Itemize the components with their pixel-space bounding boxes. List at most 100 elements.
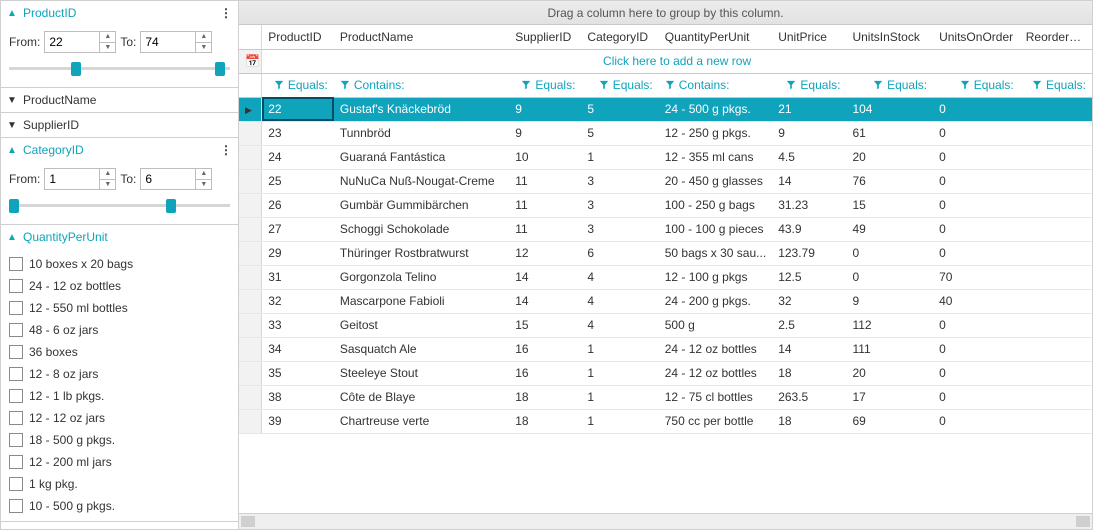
column-header-UnitsOnOrder[interactable]: UnitsOnOrder	[933, 25, 1020, 49]
slider-handle-right[interactable]	[166, 199, 176, 213]
cell-UnitsOnOrder[interactable]: 40	[933, 289, 1020, 313]
check-item[interactable]: 10 - 500 g pkgs.	[9, 495, 230, 517]
cell-UnitsOnOrder[interactable]: 0	[933, 121, 1020, 145]
new-row-label[interactable]: Click here to add a new row	[262, 49, 1092, 73]
row-indicator[interactable]	[239, 361, 262, 385]
table-row[interactable]: 33Geitost154500 g2.51120	[239, 313, 1092, 337]
cell-UnitsInStock[interactable]: 15	[846, 193, 933, 217]
filter-cell-CategoryID[interactable]: Equals:	[581, 73, 658, 97]
filter-cell-UnitPrice[interactable]: Equals:	[772, 73, 846, 97]
cell-CategoryID[interactable]: 4	[581, 289, 658, 313]
spin-up-icon[interactable]: ▲	[196, 169, 211, 180]
cell-CategoryID[interactable]: 1	[581, 385, 658, 409]
cell-CategoryID[interactable]: 4	[581, 313, 658, 337]
filter-cell-UnitsInStock[interactable]: Equals:	[846, 73, 933, 97]
cell-UnitPrice[interactable]: 14	[772, 337, 846, 361]
cell-ProductID[interactable]: 25	[262, 169, 334, 193]
filter-icon[interactable]	[521, 80, 531, 90]
scroll-left-button[interactable]	[241, 516, 255, 527]
cell-ReorderLevel[interactable]	[1020, 241, 1092, 265]
cell-CategoryID[interactable]: 4	[581, 265, 658, 289]
cell-QuantityPerUnit[interactable]: 100 - 250 g bags	[659, 193, 772, 217]
cell-UnitsInStock[interactable]: 112	[846, 313, 933, 337]
spin-up-icon[interactable]: ▲	[100, 32, 115, 43]
row-indicator[interactable]	[239, 169, 262, 193]
checkbox[interactable]	[9, 455, 23, 469]
cell-UnitsInStock[interactable]: 20	[846, 145, 933, 169]
cell-UnitsOnOrder[interactable]: 0	[933, 409, 1020, 433]
cell-QuantityPerUnit[interactable]: 12 - 100 g pkgs	[659, 265, 772, 289]
cell-UnitsInStock[interactable]: 0	[846, 241, 933, 265]
cell-QuantityPerUnit[interactable]: 24 - 500 g pkgs.	[659, 97, 772, 121]
spin-up-icon[interactable]: ▲	[196, 32, 211, 43]
cell-UnitPrice[interactable]: 263.5	[772, 385, 846, 409]
range-slider[interactable]	[9, 59, 230, 77]
cell-UnitsInStock[interactable]: 20	[846, 361, 933, 385]
table-row[interactable]: 38Côte de Blaye18112 - 75 cl bottles263.…	[239, 385, 1092, 409]
cell-UnitsOnOrder[interactable]: 0	[933, 385, 1020, 409]
cell-UnitPrice[interactable]: 18	[772, 409, 846, 433]
cell-UnitsOnOrder[interactable]: 70	[933, 265, 1020, 289]
table-row[interactable]: 27Schoggi Schokolade113100 - 100 g piece…	[239, 217, 1092, 241]
table-row[interactable]: 35Steeleye Stout16124 - 12 oz bottles182…	[239, 361, 1092, 385]
cell-CategoryID[interactable]: 1	[581, 409, 658, 433]
cell-ProductID[interactable]: 33	[262, 313, 334, 337]
cell-CategoryID[interactable]: 5	[581, 97, 658, 121]
checkbox[interactable]	[9, 499, 23, 513]
cell-QuantityPerUnit[interactable]: 100 - 100 g pieces	[659, 217, 772, 241]
cell-ReorderLevel[interactable]	[1020, 97, 1092, 121]
range-slider[interactable]	[9, 196, 230, 214]
cell-ProductName[interactable]: Geitost	[334, 313, 509, 337]
cell-QuantityPerUnit[interactable]: 12 - 75 cl bottles	[659, 385, 772, 409]
cell-UnitsInStock[interactable]: 61	[846, 121, 933, 145]
cell-SupplierID[interactable]: 11	[509, 169, 581, 193]
cell-SupplierID[interactable]: 14	[509, 265, 581, 289]
filter-header-product_id[interactable]: ▲ProductID⋮	[1, 1, 238, 25]
cell-UnitsOnOrder[interactable]: 0	[933, 217, 1020, 241]
cell-UnitsInStock[interactable]: 49	[846, 217, 933, 241]
cell-UnitsOnOrder[interactable]: 0	[933, 313, 1020, 337]
checkbox[interactable]	[9, 345, 23, 359]
check-item[interactable]: 12 - 8 oz jars	[9, 363, 230, 385]
cell-ReorderLevel[interactable]	[1020, 265, 1092, 289]
cell-UnitsOnOrder[interactable]: 0	[933, 361, 1020, 385]
cell-ProductName[interactable]: Gorgonzola Telino	[334, 265, 509, 289]
cell-SupplierID[interactable]: 9	[509, 97, 581, 121]
cell-ReorderLevel[interactable]	[1020, 337, 1092, 361]
cell-CategoryID[interactable]: 3	[581, 193, 658, 217]
cell-UnitPrice[interactable]: 43.9	[772, 217, 846, 241]
cell-QuantityPerUnit[interactable]: 50 bags x 30 sau...	[659, 241, 772, 265]
cell-CategoryID[interactable]: 3	[581, 169, 658, 193]
row-indicator[interactable]	[239, 97, 262, 121]
cell-UnitsInStock[interactable]: 76	[846, 169, 933, 193]
cell-ProductID[interactable]: 27	[262, 217, 334, 241]
table-row[interactable]: 34Sasquatch Ale16124 - 12 oz bottles1411…	[239, 337, 1092, 361]
filter-header-supplier_id[interactable]: ▼SupplierID	[1, 113, 238, 137]
cell-ProductID[interactable]: 23	[262, 121, 334, 145]
row-indicator[interactable]	[239, 313, 262, 337]
cell-ReorderLevel[interactable]	[1020, 385, 1092, 409]
checkbox[interactable]	[9, 257, 23, 271]
row-indicator[interactable]	[239, 409, 262, 433]
from-spinner[interactable]: ▲▼	[44, 31, 116, 53]
cell-UnitsInStock[interactable]: 0	[846, 265, 933, 289]
cell-UnitsInStock[interactable]: 111	[846, 337, 933, 361]
check-item[interactable]: 48 - 6 oz jars	[9, 319, 230, 341]
cell-SupplierID[interactable]: 15	[509, 313, 581, 337]
cell-ReorderLevel[interactable]	[1020, 169, 1092, 193]
cell-CategoryID[interactable]: 1	[581, 145, 658, 169]
cell-ReorderLevel[interactable]	[1020, 217, 1092, 241]
cell-CategoryID[interactable]: 1	[581, 361, 658, 385]
chevron-up-icon[interactable]: ▲	[7, 8, 17, 19]
checkbox[interactable]	[9, 323, 23, 337]
cell-ProductName[interactable]: Côte de Blaye	[334, 385, 509, 409]
cell-UnitPrice[interactable]: 21	[772, 97, 846, 121]
column-header-UnitsInStock[interactable]: UnitsInStock	[846, 25, 933, 49]
cell-QuantityPerUnit[interactable]: 500 g	[659, 313, 772, 337]
check-item[interactable]: 12 - 200 ml jars	[9, 451, 230, 473]
cell-UnitsOnOrder[interactable]: 0	[933, 97, 1020, 121]
row-indicator[interactable]	[239, 289, 262, 313]
table-row[interactable]: 26Gumbär Gummibärchen113100 - 250 g bags…	[239, 193, 1092, 217]
filter-header-quantity_per_unit[interactable]: ▲QuantityPerUnit	[1, 225, 238, 249]
spin-down-icon[interactable]: ▼	[100, 180, 115, 190]
